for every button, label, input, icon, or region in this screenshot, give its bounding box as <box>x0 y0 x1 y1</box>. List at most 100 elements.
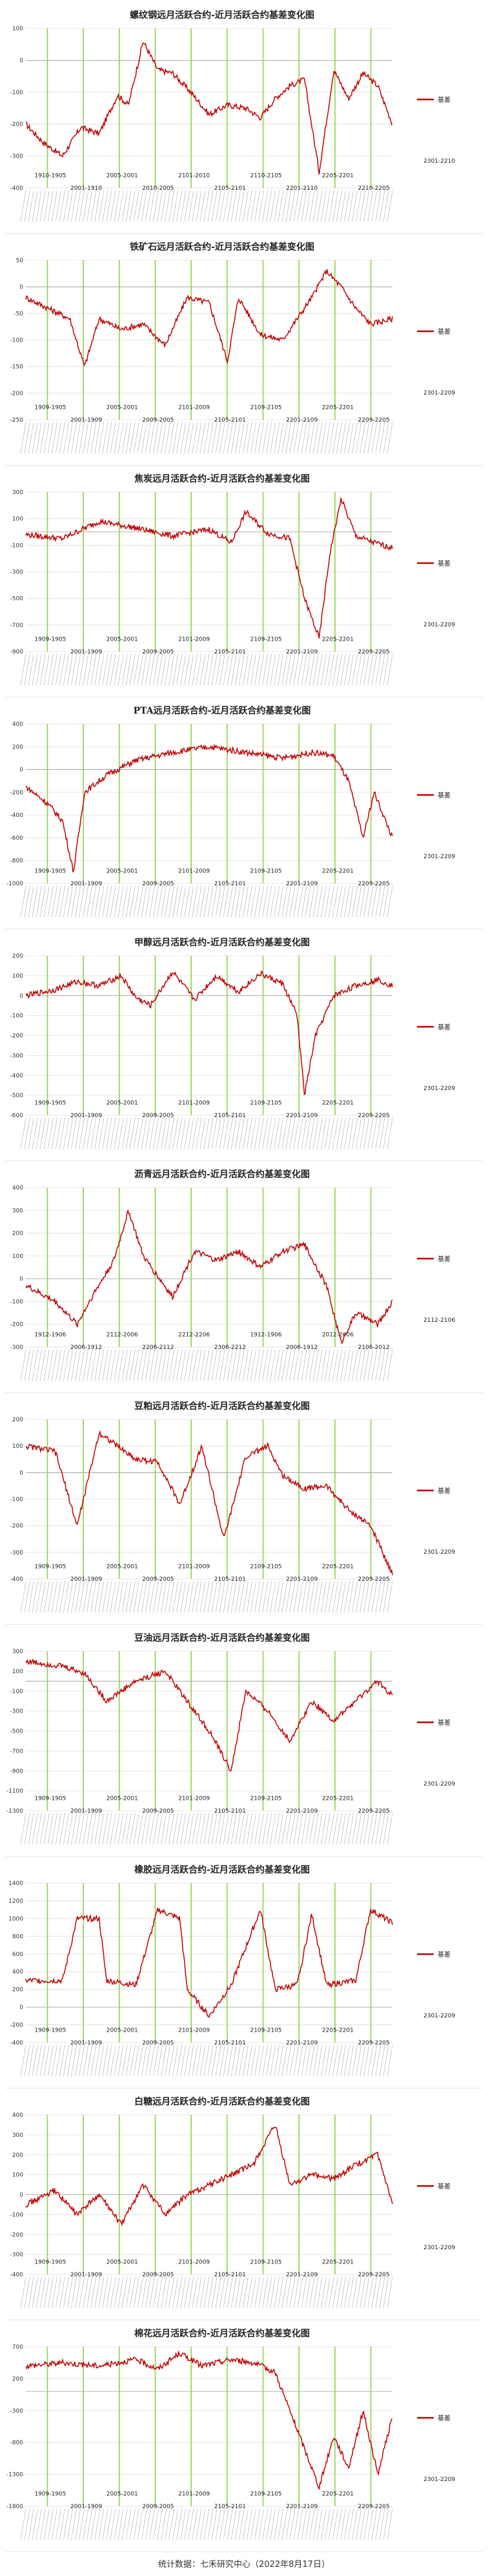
period-label: 2205-2201 <box>322 2259 354 2265</box>
x-tick-mark <box>161 654 167 686</box>
period-label: 2306-2212 <box>214 1345 246 1351</box>
x-tick-mark <box>28 1349 34 1381</box>
x-tick-mark <box>258 422 264 454</box>
period-label: 2101-2009 <box>178 868 210 874</box>
x-tick-mark <box>320 1349 327 1381</box>
period-label: 2209-2205 <box>358 1113 390 1119</box>
x-tick-mark <box>157 885 163 918</box>
x-tick-mark <box>387 1813 393 1845</box>
x-tick-mark <box>254 1117 260 1149</box>
y-tick-label: -200 <box>10 121 24 128</box>
x-tick-mark <box>324 654 330 686</box>
x-tick-mark <box>266 1581 272 1613</box>
period-label: 2105-2101 <box>214 2040 246 2046</box>
x-tick-mark <box>363 2045 370 2077</box>
x-tick-mark <box>161 1349 167 1381</box>
x-tick-mark <box>329 2508 334 2540</box>
x-tick-mark <box>98 2045 105 2077</box>
x-tick-mark <box>234 885 241 918</box>
x-tick-mark <box>161 885 167 918</box>
x-tick-mark <box>207 2276 214 2309</box>
y-tick-label: 400 <box>12 721 23 728</box>
x-tick-mark <box>117 422 124 454</box>
x-tick-mark <box>83 190 89 222</box>
basis-series-line <box>25 970 393 1096</box>
x-tick-mark <box>106 1581 112 1613</box>
x-tick-mark <box>247 190 252 222</box>
x-tick-mark <box>332 1117 338 1149</box>
x-tick-mark <box>79 2276 85 2309</box>
x-tick-mark <box>309 1349 315 1381</box>
x-tick-mark <box>344 2045 350 2077</box>
period-label: 2009-2005 <box>142 2040 174 2046</box>
x-tick-mark <box>363 190 370 222</box>
x-tick-mark <box>293 422 300 454</box>
x-tick-mark <box>309 1813 315 1845</box>
x-tick-mark <box>375 654 381 686</box>
y-tick-label: 400 <box>12 2112 23 2119</box>
x-tick-mark <box>309 1581 315 1613</box>
x-tick-mark <box>145 422 151 454</box>
x-tick-mark <box>316 2045 323 2077</box>
period-label: 1909-1905 <box>34 2259 66 2265</box>
basis-series-line <box>25 1907 393 2019</box>
x-tick-mark <box>28 885 34 918</box>
x-tick-mark <box>387 422 393 454</box>
x-tick-mark <box>83 1349 89 1381</box>
x-tick-mark <box>270 885 276 918</box>
period-label: 2006-1912 <box>70 1345 102 1351</box>
x-tick-mark <box>79 422 85 454</box>
x-tick-mark <box>110 885 116 918</box>
x-tick-mark <box>79 1117 85 1149</box>
x-tick-mark <box>51 1813 57 1845</box>
x-tick-mark <box>51 190 57 222</box>
x-tick-mark <box>356 190 362 222</box>
x-tick-mark <box>94 2508 101 2540</box>
period-label: 2009-2005 <box>142 1576 174 1583</box>
x-tick-mark <box>188 1581 194 1613</box>
x-tick-mark <box>79 654 85 686</box>
x-tick-mark <box>141 885 147 918</box>
x-tick-mark <box>352 1117 358 1149</box>
x-tick-mark <box>247 1813 252 1845</box>
x-tick-mark <box>157 2508 163 2540</box>
x-tick-mark <box>223 1813 229 1845</box>
y-tick-label: 0 <box>19 57 23 64</box>
x-tick-mark <box>254 2276 260 2309</box>
x-tick-mark <box>59 1117 65 1149</box>
x-tick-mark <box>336 1117 342 1149</box>
x-tick-mark <box>316 2276 323 2309</box>
basis-series-line <box>25 1209 393 1345</box>
x-tick-mark <box>90 2508 97 2540</box>
period-label: 1912-1906 <box>34 1332 66 1338</box>
x-tick-mark <box>375 2045 381 2077</box>
x-tick-mark <box>114 190 120 222</box>
x-tick-mark <box>71 1813 77 1845</box>
x-tick-mark <box>172 190 179 222</box>
x-tick-mark <box>348 190 354 222</box>
x-tick-mark <box>110 422 116 454</box>
x-tick-mark <box>227 885 233 918</box>
x-tick-mark <box>157 1813 163 1845</box>
period-label: 2105-2101 <box>214 417 246 424</box>
x-tick-mark <box>344 654 350 686</box>
x-tick-mark <box>43 1117 50 1149</box>
x-tick-mark <box>360 885 366 918</box>
x-tick-mark <box>180 1813 187 1845</box>
x-tick-mark <box>165 1813 170 1845</box>
x-tick-mark <box>28 654 34 686</box>
x-tick-mark <box>211 654 218 686</box>
x-tick-mark <box>239 2045 245 2077</box>
x-tick-mark <box>56 422 61 454</box>
x-tick-mark <box>98 885 105 918</box>
x-tick-mark <box>188 2508 194 2540</box>
x-tick-mark <box>86 2045 93 2077</box>
period-label: 2205-2201 <box>322 1563 354 1570</box>
x-tick-mark <box>219 885 225 918</box>
x-tick-mark <box>329 2276 334 2309</box>
x-tick-mark <box>243 1349 249 1381</box>
x-tick-mark <box>141 190 147 222</box>
x-tick-mark <box>129 1581 136 1613</box>
x-tick-mark <box>203 2508 210 2540</box>
x-tick-mark <box>329 190 334 222</box>
